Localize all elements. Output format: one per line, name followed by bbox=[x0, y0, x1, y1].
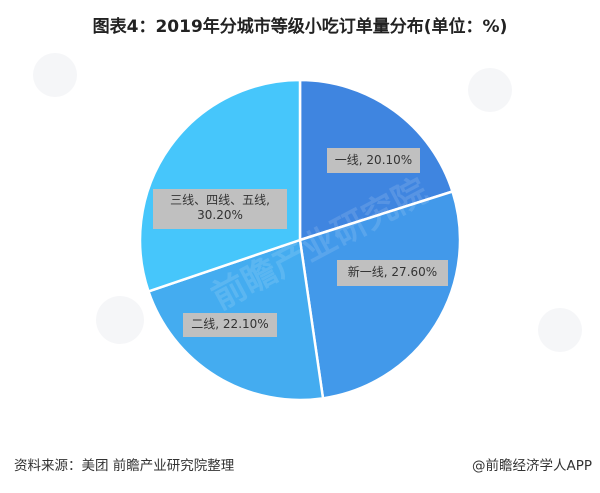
slice-new-tier1 bbox=[298, 190, 462, 400]
data-label-text-line2: 30.20% bbox=[197, 208, 243, 222]
data-label-text-line1: 三线、四线、五线, bbox=[170, 193, 270, 207]
source-note: 资料来源：美团 前瞻产业研究院整理 bbox=[14, 458, 235, 474]
credit-note: @前瞻经济学人APP bbox=[471, 458, 592, 474]
data-label-text: 一线, 20.10% bbox=[334, 153, 413, 167]
data-label-text: 二线, 22.10% bbox=[191, 317, 269, 331]
watermark-logo bbox=[33, 53, 582, 352]
slice-tier3-5 bbox=[138, 78, 302, 293]
chart-title: 图表4：2019年分城市等级小吃订单量分布(单位：%) bbox=[92, 17, 508, 37]
data-label-tier1: 一线, 20.10% bbox=[327, 148, 420, 173]
data-label-text: 新一线, 27.60% bbox=[347, 265, 438, 279]
data-label-tier3-5: 三线、四线、五线, 30.20% bbox=[153, 189, 287, 229]
data-label-tier2: 二线, 22.10% bbox=[183, 313, 277, 337]
data-label-new-tier1: 新一线, 27.60% bbox=[337, 260, 448, 286]
